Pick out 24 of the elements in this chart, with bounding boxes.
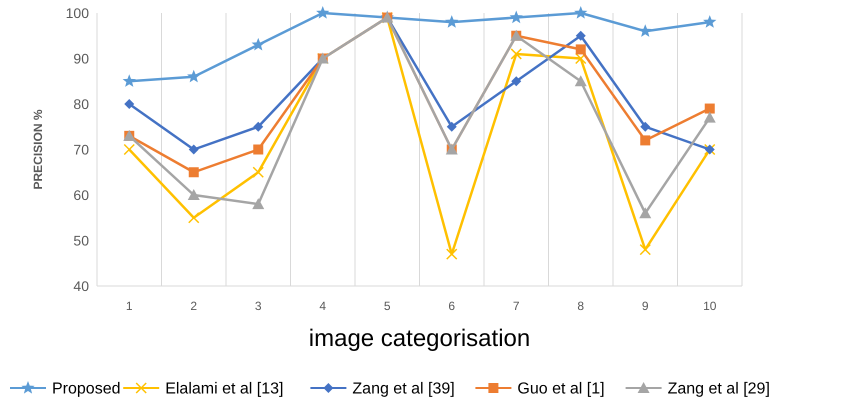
y-axis-title: PRECISION % (31, 109, 45, 190)
y-tick-label: 90 (73, 50, 90, 66)
y-tick-label: 50 (73, 232, 90, 248)
x-tick-label: 3 (254, 299, 262, 313)
y-tick-label: 40 (73, 278, 90, 294)
y-tick-label: 70 (73, 141, 90, 158)
x-tick-label: 5 (384, 299, 391, 313)
legend-label: Elalami et al [13] (165, 380, 284, 398)
legend-label: Zang et al [39] (352, 380, 455, 398)
x-tick-label: 4 (319, 299, 326, 313)
x-tick-label: 6 (448, 299, 456, 313)
x-tick-label: 10 (703, 299, 717, 313)
x-tick-label: 2 (190, 299, 198, 313)
x-axis-title: image categorisation (308, 325, 530, 352)
y-tick-label: 80 (73, 96, 90, 112)
legend-label: Zang et al [29] (668, 380, 770, 398)
x-tick-label: 8 (577, 299, 584, 313)
legend-label: Proposed (52, 380, 120, 398)
x-tick-label: 7 (512, 299, 520, 313)
x-tick-label: 9 (642, 299, 649, 313)
y-tick-label: 60 (73, 186, 90, 203)
x-tick-label: 1 (126, 299, 133, 313)
legend-label: Guo et al [1] (517, 380, 605, 398)
y-tick-label: 100 (66, 4, 90, 21)
